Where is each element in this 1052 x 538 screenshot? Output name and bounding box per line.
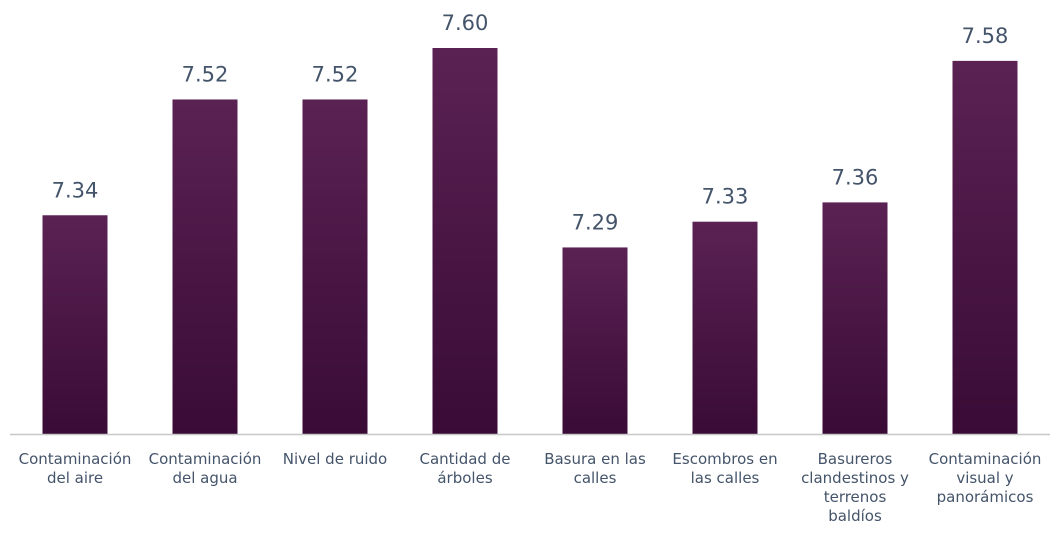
category-label-line: panorámicos: [937, 488, 1034, 506]
category-label-line: Cantidad de: [420, 450, 511, 468]
bar-8: [952, 60, 1018, 434]
category-label-line: del agua: [172, 469, 237, 487]
category-label-line: Contaminación: [149, 450, 262, 468]
category-label-line: clandestinos y: [801, 469, 909, 487]
category-label-2: Contaminación del agua: [149, 450, 262, 487]
category-label-8: Contaminación visual y panorámicos: [929, 450, 1042, 506]
category-label-1: Contaminación del aire: [19, 450, 132, 487]
data-label-6: 7.33: [702, 185, 749, 209]
category-label-line: Contaminación: [19, 450, 132, 468]
category-label-line: visual y: [956, 469, 1013, 487]
category-label-line: Escombros en: [672, 450, 777, 468]
category-label-line: Nivel de ruido: [283, 450, 388, 468]
bars-group: [42, 48, 1018, 434]
category-label-line: del aire: [47, 469, 103, 487]
category-label-6: Escombros en las calles: [672, 450, 777, 487]
bar-5: [562, 247, 628, 434]
data-label-5: 7.29: [572, 210, 619, 234]
data-label-8: 7.58: [962, 24, 1009, 48]
bar-7: [822, 202, 888, 434]
bar-6: [692, 221, 758, 434]
category-label-line: las calles: [691, 469, 760, 487]
category-label-line: Basureros: [818, 450, 893, 468]
category-label-line: baldíos: [828, 507, 882, 525]
category-label-4: Cantidad de árboles: [420, 450, 511, 487]
data-label-4: 7.60: [442, 11, 489, 35]
data-label-3: 7.52: [312, 62, 359, 86]
category-label-line: Basura en las: [544, 450, 646, 468]
bar-2: [172, 99, 238, 434]
category-label-7: Basureros clandestinos y terrenos baldíos: [801, 450, 909, 525]
category-label-3: Nivel de ruido: [283, 450, 388, 468]
category-label-line: Contaminación: [929, 450, 1042, 468]
category-label-line: árboles: [437, 469, 492, 487]
data-label-2: 7.52: [182, 62, 229, 86]
bar-4: [432, 48, 498, 434]
bar-1: [42, 215, 108, 434]
data-label-1: 7.34: [52, 178, 99, 202]
category-label-5: Basura en las calles: [544, 450, 646, 487]
data-label-7: 7.36: [832, 165, 879, 189]
bar-3: [302, 99, 368, 434]
category-label-line: terrenos: [824, 488, 887, 506]
category-label-line: calles: [574, 469, 617, 487]
